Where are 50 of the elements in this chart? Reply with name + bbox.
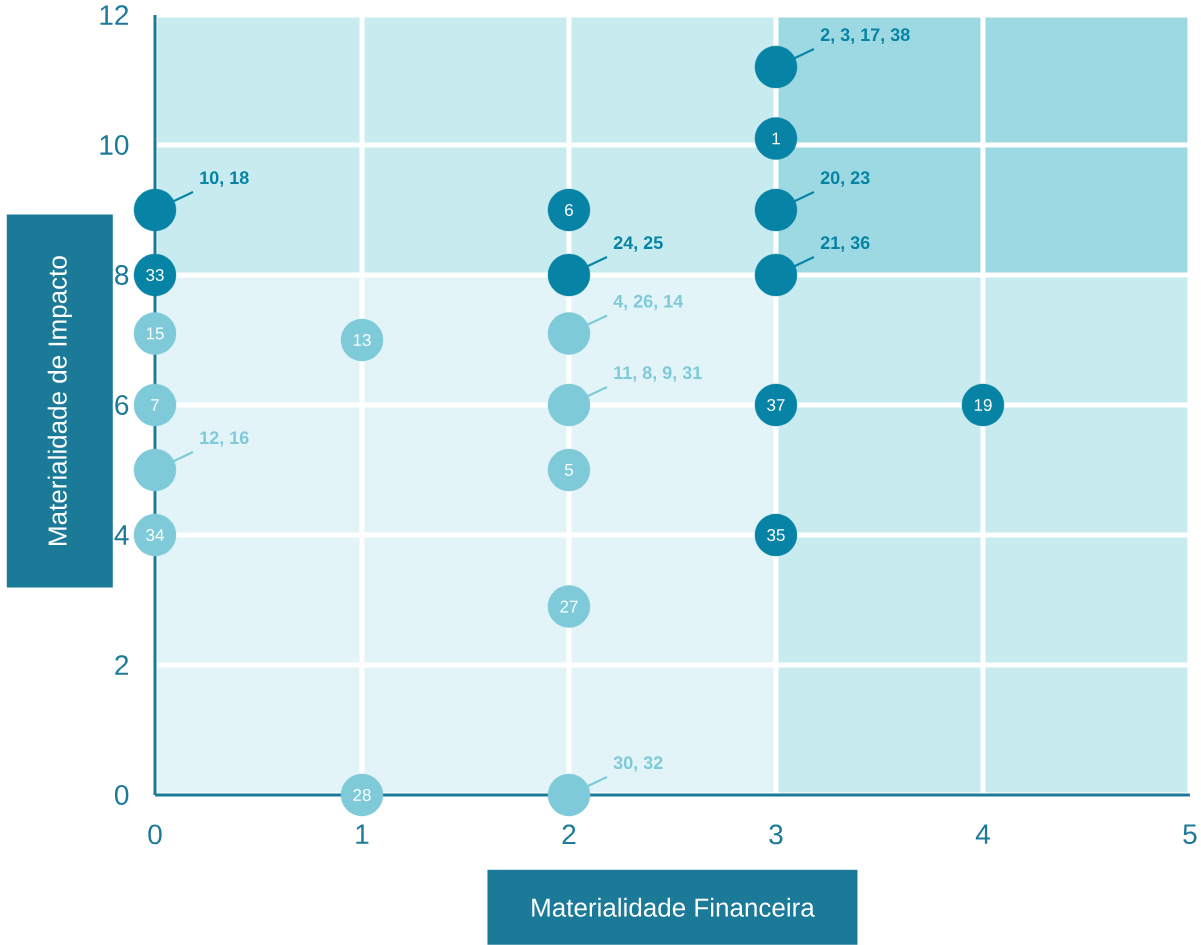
point: [754, 45, 798, 89]
annotation: 7: [151, 399, 159, 411]
x-tick-label: 2: [562, 824, 576, 845]
y-tick-label: 6: [115, 395, 129, 415]
point: [547, 312, 591, 355]
y-tick-label: 4: [114, 525, 129, 545]
annotation: 10, 18: [200, 171, 249, 187]
annotation: 5: [564, 464, 573, 476]
y-axis-title: Materialidade de Impacto: [47, 256, 72, 545]
point: [133, 188, 177, 232]
y-tick-label: 2: [115, 655, 129, 675]
point: [754, 117, 798, 160]
x-tick-label: 1: [356, 824, 369, 844]
x-axis-title: Materialidade Financeira: [532, 897, 815, 917]
point: [754, 253, 798, 297]
point: [547, 253, 591, 297]
y-tick-label: 12: [100, 5, 129, 25]
annotation: 37: [767, 398, 785, 412]
annotation: 12, 16: [200, 431, 249, 447]
point: [133, 383, 177, 427]
annotation: 15: [146, 327, 164, 340]
y-tick-label: 10: [100, 135, 129, 155]
annotation: 34: [146, 528, 164, 542]
x-tick-label: 4: [975, 824, 990, 844]
point: [133, 448, 177, 492]
annotation: 21, 36: [820, 236, 870, 252]
annotation: 19: [974, 398, 992, 412]
annotation: 28: [353, 788, 371, 802]
annotation: 27: [560, 600, 578, 613]
annotation: 33: [146, 268, 164, 282]
point: [547, 188, 591, 232]
annotation: 13: [353, 333, 371, 347]
x-tick-label: 5: [1183, 824, 1197, 845]
annotation: 1: [772, 132, 780, 145]
annotation: 11, 8, 9, 31: [614, 366, 702, 382]
point: [754, 188, 798, 232]
annotation: 24, 25: [613, 236, 663, 252]
annotation: 4, 26, 14: [613, 294, 684, 311]
point: [547, 383, 591, 427]
y-tick-label: 8: [115, 265, 129, 285]
point: [547, 448, 591, 492]
y-tick-label: 0: [114, 785, 129, 805]
annotation: 6: [565, 203, 573, 217]
annotation: 2, 3, 17, 38: [820, 28, 910, 44]
x-tick-label: 0: [148, 824, 162, 845]
annotation: 20, 23: [820, 171, 870, 187]
point: [547, 773, 591, 817]
x-tick-label: 3: [769, 824, 783, 845]
annotation: 30, 32: [613, 756, 663, 772]
annotation: 35: [767, 528, 785, 542]
